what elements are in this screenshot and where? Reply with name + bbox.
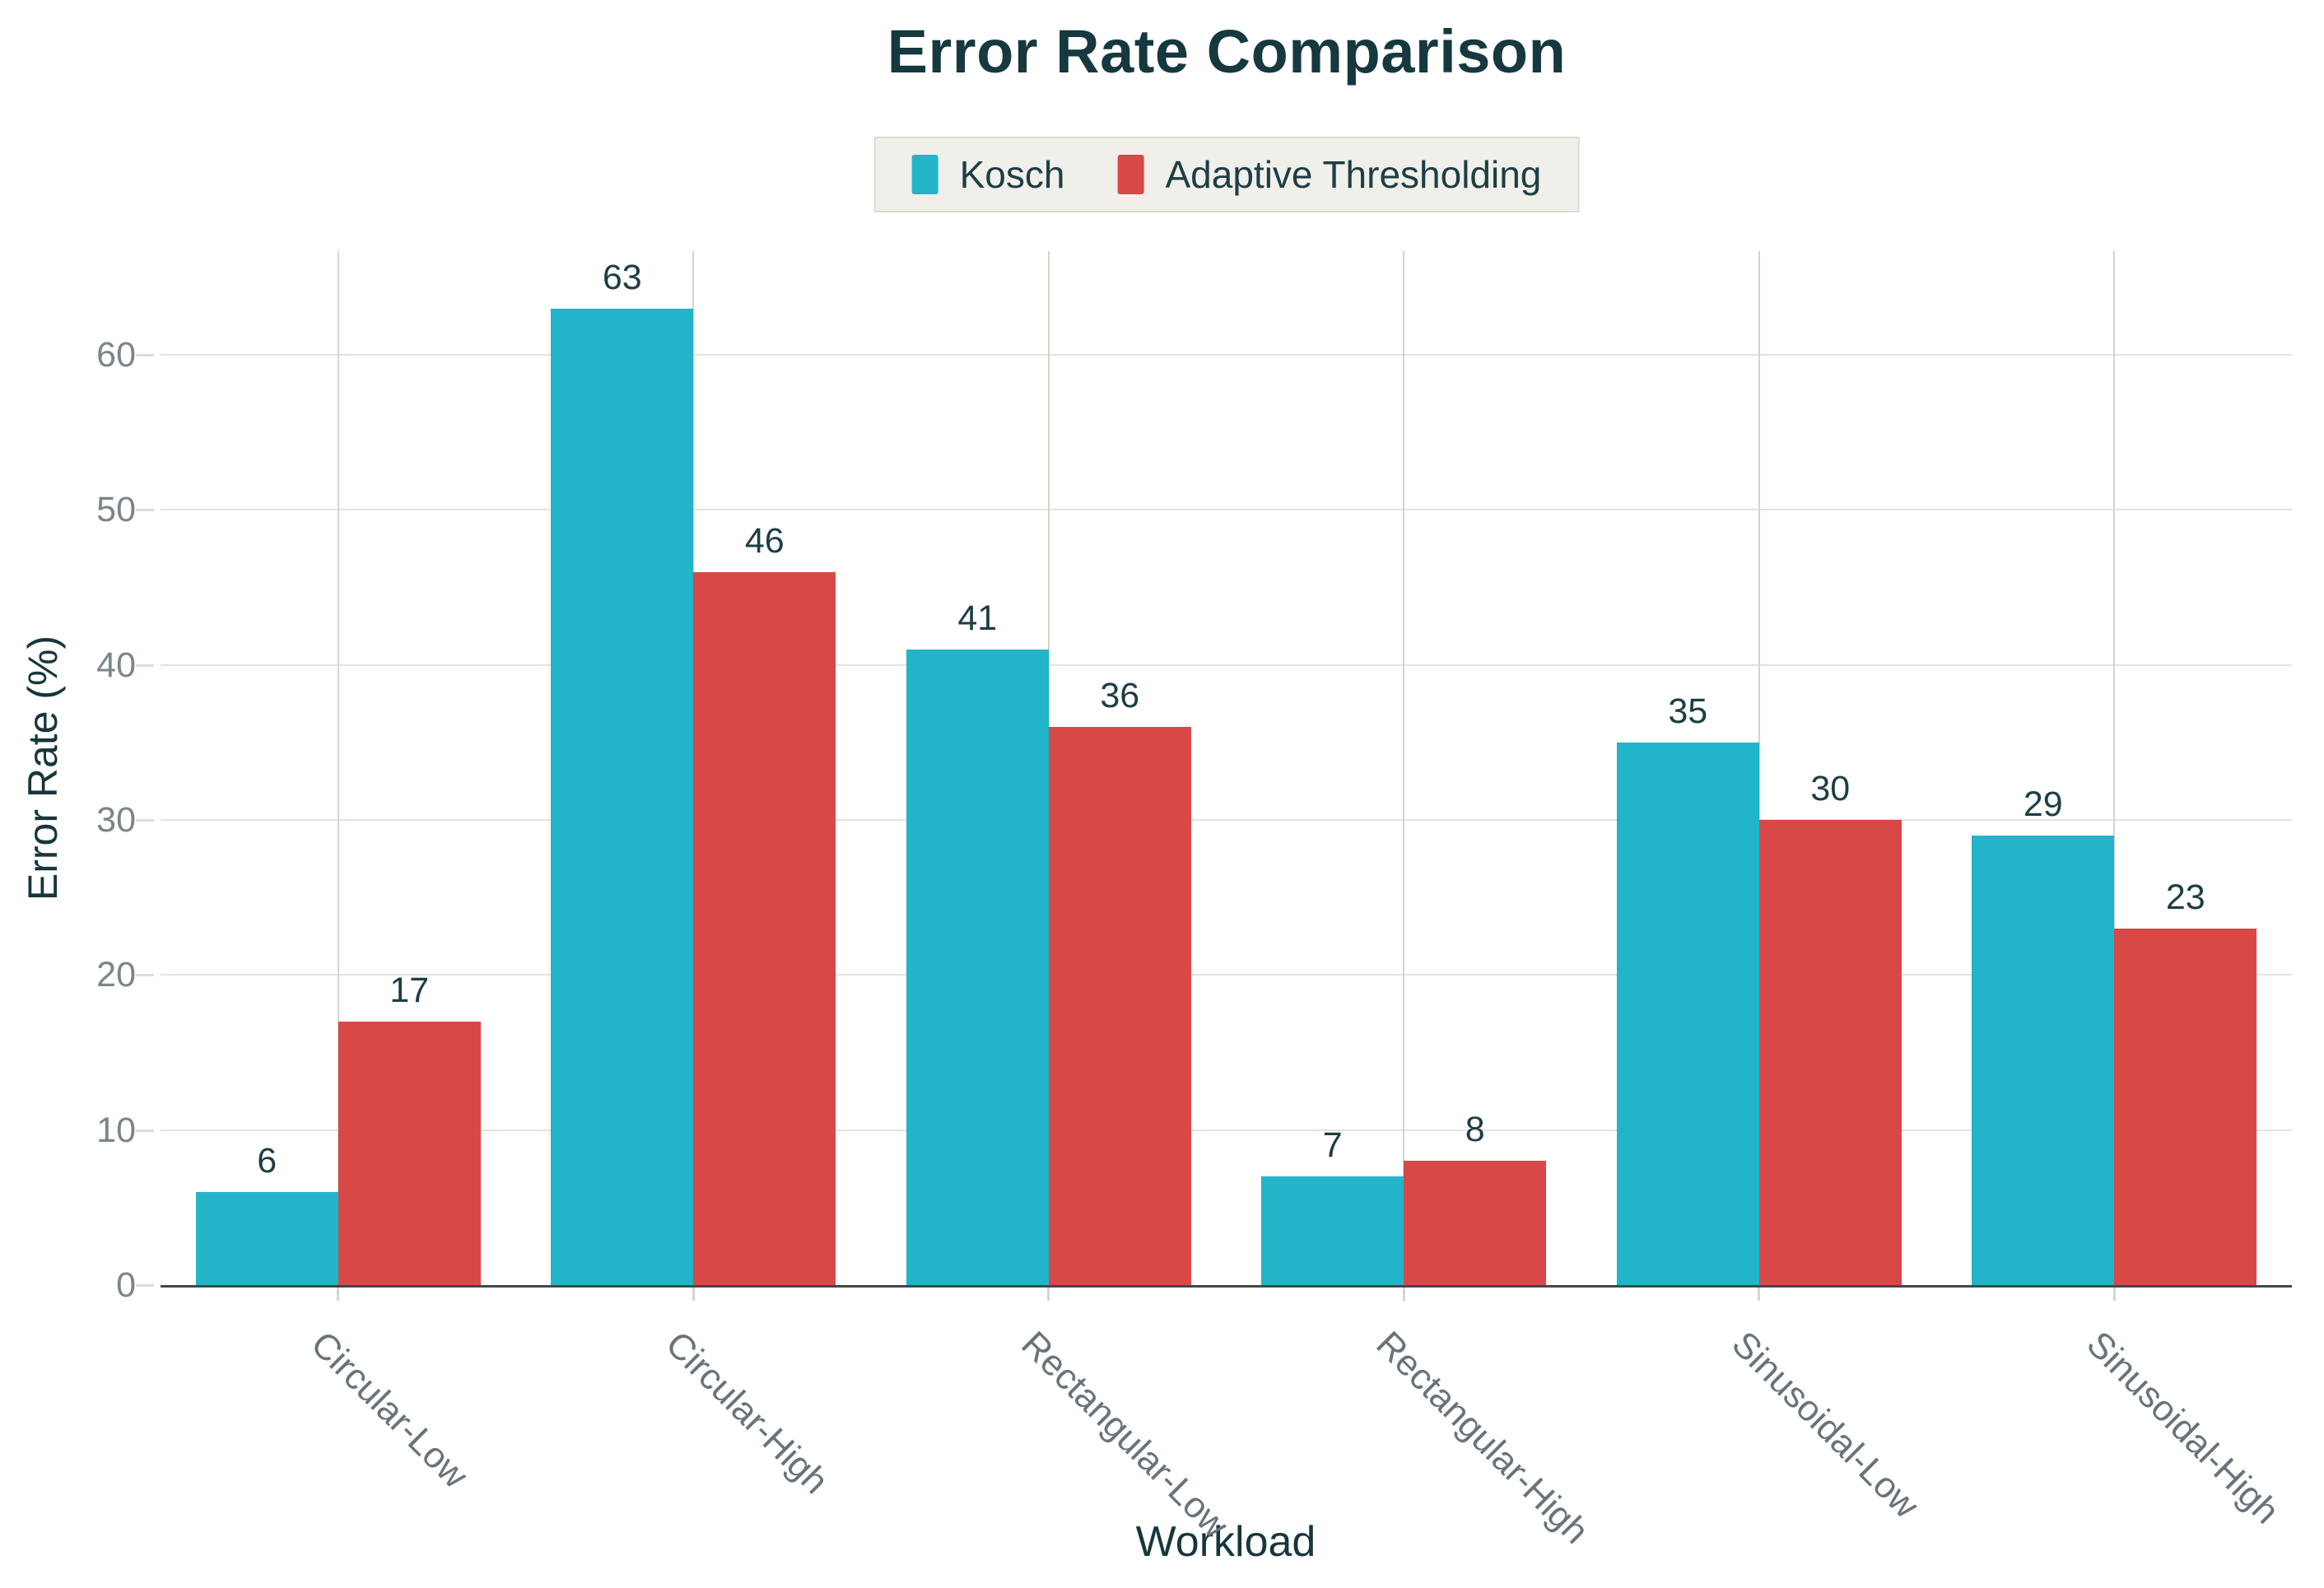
legend-label-adaptive-thresholding: Adaptive Thresholding — [1165, 153, 1542, 196]
v-gridline — [1403, 251, 1405, 1285]
bar-value-label: 29 — [2023, 784, 2063, 824]
bar — [906, 649, 1049, 1285]
h-gridline — [161, 974, 2292, 976]
bar — [1758, 820, 1902, 1285]
bar-value-label: 23 — [2165, 877, 2205, 917]
bar-value-label: 7 — [1322, 1125, 1343, 1166]
v-gridline — [337, 251, 339, 1285]
x-tick — [1047, 1288, 1050, 1301]
y-tick-label: 0 — [116, 1265, 136, 1305]
x-axis-title: Workload — [1135, 1518, 1316, 1566]
bar — [1972, 835, 2115, 1285]
legend-item-adaptive-thresholding[interactable]: Adaptive Thresholding — [1117, 152, 1541, 197]
y-tick-label: 60 — [96, 335, 136, 375]
bar — [1261, 1176, 1404, 1285]
x-tick — [1402, 1288, 1405, 1301]
bar-value-label: 6 — [257, 1141, 277, 1181]
legend-item-kosch[interactable]: Kosch — [911, 152, 1065, 197]
bar-value-label: 30 — [1810, 769, 1851, 809]
bar — [1404, 1161, 1547, 1285]
bar-value-label: 41 — [957, 598, 998, 638]
x-tick — [337, 1288, 340, 1301]
y-tick-label: 20 — [96, 955, 136, 995]
y-tick-label: 40 — [96, 645, 136, 685]
x-tick — [1758, 1288, 1761, 1301]
y-tick-label: 10 — [96, 1110, 136, 1150]
chart-title: Error Rate Comparison — [887, 17, 1567, 86]
plot-area: 0 10 20 30 40 50 60 Circular-Low 6 17 Circular-Hig… — [96, 251, 2292, 1552]
h-gridline — [161, 354, 2292, 356]
legend-swatch-kosch — [911, 155, 938, 194]
x-tick-label: Circular-Low — [303, 1324, 476, 1497]
bar — [693, 571, 836, 1285]
y-tick — [136, 1284, 154, 1287]
bar-value-label: 17 — [389, 970, 430, 1010]
v-gridline — [2113, 251, 2116, 1285]
h-gridline — [161, 664, 2292, 666]
bar — [551, 308, 694, 1285]
bar-value-label: 36 — [1100, 676, 1140, 716]
y-tick-label: 30 — [96, 800, 136, 841]
x-tick-label: Rectangular-High — [1368, 1324, 1597, 1552]
h-gridline — [161, 819, 2292, 822]
legend-swatch-adaptive-thresholding — [1117, 155, 1144, 194]
bar — [195, 1192, 338, 1285]
y-tick — [136, 509, 154, 512]
x-tick-label: Circular-High — [658, 1324, 836, 1502]
bar — [1616, 742, 1759, 1285]
legend-label-kosch: Kosch — [959, 153, 1065, 196]
bar-value-label: 63 — [602, 257, 642, 297]
h-gridline — [161, 509, 2292, 511]
y-tick — [136, 664, 154, 667]
x-tick-label: Rectangular-Low — [1013, 1324, 1236, 1546]
x-tick — [692, 1288, 695, 1301]
x-tick — [2112, 1288, 2116, 1301]
y-tick-label: 50 — [96, 490, 136, 530]
v-gridline — [1758, 251, 1760, 1285]
y-tick — [136, 974, 154, 977]
y-tick — [136, 1129, 154, 1132]
bar-value-label: 46 — [744, 520, 785, 561]
y-tick — [136, 819, 154, 822]
bar — [338, 1021, 481, 1285]
bar-value-label: 8 — [1465, 1110, 1485, 1150]
bar — [2114, 928, 2257, 1285]
x-tick-label: Sinusoidal-Low — [1724, 1324, 1926, 1526]
legend: Kosch Adaptive Thresholding — [873, 137, 1580, 212]
h-gridline — [161, 1129, 2292, 1131]
bar-value-label: 35 — [1668, 691, 1708, 731]
x-tick-label: Sinusoidal-High — [2079, 1324, 2288, 1532]
y-tick — [136, 354, 154, 357]
bar — [1048, 727, 1191, 1285]
